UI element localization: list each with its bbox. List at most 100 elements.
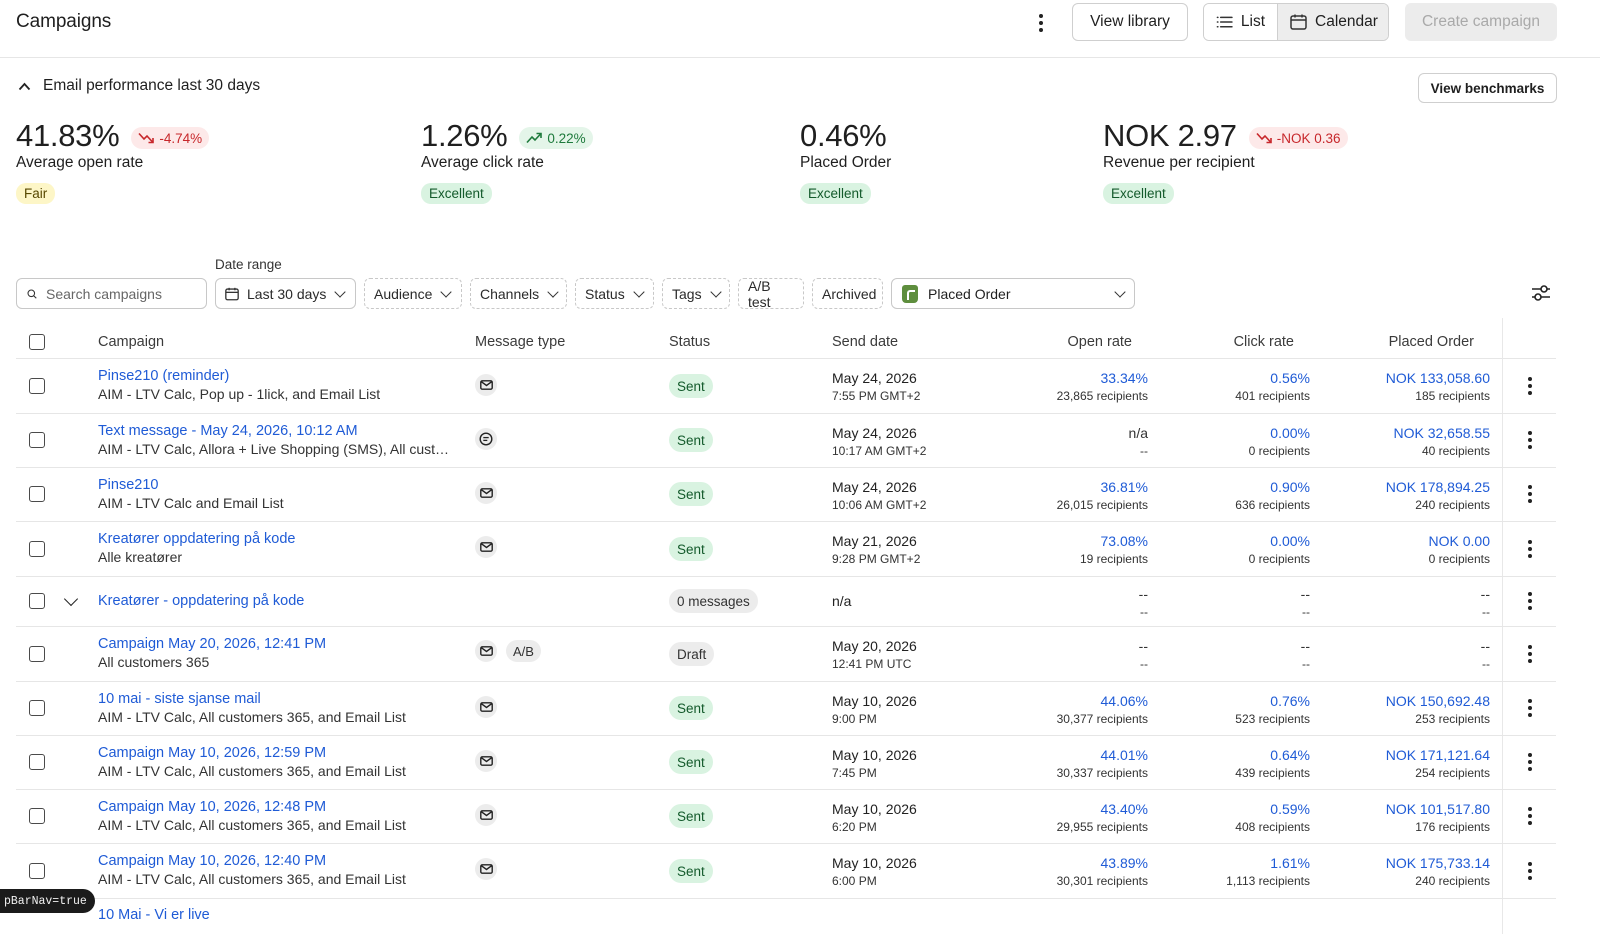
row-checkbox[interactable]: [29, 432, 45, 448]
archived-filter[interactable]: Archived: [812, 278, 883, 309]
column-status[interactable]: Status: [669, 334, 711, 350]
column-message-type[interactable]: Message type: [475, 334, 566, 350]
campaign-name-link[interactable]: Campaign May 10, 2026, 12:40 PM: [98, 853, 327, 869]
calendar-icon: [225, 287, 239, 300]
list-view-button[interactable]: List: [1204, 4, 1278, 40]
table-row[interactable]: Campaign May 10, 2026, 12:40 PM AIM - LT…: [16, 844, 1556, 899]
sliders-icon[interactable]: [1531, 284, 1551, 302]
table-row[interactable]: Campaign May 20, 2026, 12:41 PM All cust…: [16, 627, 1556, 682]
create-campaign-button[interactable]: Create campaign: [1405, 3, 1557, 41]
row-menu-button[interactable]: [1521, 376, 1539, 396]
row-checkbox[interactable]: [29, 700, 45, 716]
row-checkbox[interactable]: [29, 754, 45, 770]
row-menu-button[interactable]: [1521, 861, 1539, 881]
chevron-down-icon[interactable]: [63, 591, 79, 607]
open-rate-value[interactable]: 44.06%: [1100, 693, 1148, 709]
placed-order-value[interactable]: NOK 178,894.25: [1385, 479, 1490, 495]
send-time: 7:45 PM: [832, 766, 877, 780]
campaign-name-link[interactable]: 10 Mai - Vi er live: [98, 907, 210, 923]
placed-order-value[interactable]: NOK 175,733.14: [1385, 855, 1490, 871]
click-rate-value[interactable]: 0.00%: [1270, 425, 1310, 441]
channels-filter[interactable]: Channels: [470, 278, 567, 309]
open-rate-value[interactable]: 33.34%: [1100, 370, 1148, 386]
row-menu-button[interactable]: [1521, 484, 1539, 504]
table-row-partial[interactable]: 10 Mai - Vi er live: [16, 899, 1556, 934]
row-menu-button[interactable]: [1521, 430, 1539, 450]
placed-order-value[interactable]: NOK 32,658.55: [1393, 425, 1490, 441]
click-rate-value[interactable]: 0.76%: [1270, 693, 1310, 709]
column-send-date[interactable]: Send date: [832, 334, 899, 350]
placed-order-value[interactable]: NOK 150,692.48: [1385, 693, 1490, 709]
column-click-rate[interactable]: Click rate: [1233, 334, 1294, 350]
top-bar: Campaigns View library List Calendar Cre…: [0, 0, 1600, 58]
row-checkbox[interactable]: [29, 863, 45, 879]
placed-order-value: --: [1480, 638, 1490, 654]
campaign-name-link[interactable]: Pinse210 (reminder): [98, 368, 230, 384]
audience-filter[interactable]: Audience: [364, 278, 462, 309]
row-menu-button[interactable]: [1521, 806, 1539, 826]
table-row[interactable]: Kreatører oppdatering på kode Alle kreat…: [16, 522, 1556, 577]
campaign-name-link[interactable]: Kreatører - oppdatering på kode: [98, 593, 305, 609]
view-library-button[interactable]: View library: [1072, 3, 1188, 41]
calendar-view-button[interactable]: Calendar: [1278, 4, 1388, 40]
performance-toggle[interactable]: Email performance last 30 days: [18, 77, 260, 95]
click-rate-value[interactable]: 1.61%: [1270, 855, 1310, 871]
trend-up-icon: [526, 132, 543, 144]
view-benchmarks-button[interactable]: View benchmarks: [1418, 73, 1557, 103]
row-checkbox[interactable]: [29, 486, 45, 502]
row-checkbox[interactable]: [29, 646, 45, 662]
table-row[interactable]: Pinse210 (reminder) AIM - LTV Calc, Pop …: [16, 359, 1556, 414]
column-placed-order[interactable]: Placed Order: [1388, 334, 1474, 350]
campaign-name-link[interactable]: Campaign May 20, 2026, 12:41 PM: [98, 636, 327, 652]
open-rate-value[interactable]: 73.08%: [1100, 533, 1148, 549]
table-row[interactable]: 10 mai - siste sjanse mail AIM - LTV Cal…: [16, 682, 1556, 736]
conversion-metric-select[interactable]: Placed Order: [891, 278, 1135, 309]
click-rate-value[interactable]: 0.64%: [1270, 747, 1310, 763]
table-row[interactable]: Text message - May 24, 2026, 10:12 AM AI…: [16, 414, 1556, 468]
open-rate-value[interactable]: 43.89%: [1100, 855, 1148, 871]
row-checkbox[interactable]: [29, 593, 45, 609]
table-row[interactable]: Campaign May 10, 2026, 12:59 PM AIM - LT…: [16, 736, 1556, 790]
row-menu-button[interactable]: [1521, 752, 1539, 772]
open-rate-value[interactable]: 43.40%: [1100, 801, 1148, 817]
table-row[interactable]: Pinse210 AIM - LTV Calc and Email List S…: [16, 468, 1556, 522]
row-menu-button[interactable]: [1521, 698, 1539, 718]
campaign-name-link[interactable]: Pinse210: [98, 477, 159, 493]
click-rate-value[interactable]: 0.90%: [1270, 479, 1310, 495]
placed-order-value[interactable]: NOK 171,121.64: [1385, 747, 1490, 763]
search-input[interactable]: [46, 285, 196, 302]
row-menu-button[interactable]: [1521, 644, 1539, 664]
campaign-name-link[interactable]: 10 mai - siste sjanse mail: [98, 691, 261, 707]
column-open-rate[interactable]: Open rate: [1067, 334, 1133, 350]
campaign-name-link[interactable]: Kreatører oppdatering på kode: [98, 531, 296, 547]
ab-test-filter[interactable]: A/B test: [738, 278, 804, 310]
table-row[interactable]: Campaign May 10, 2026, 12:48 PM AIM - LT…: [16, 790, 1556, 844]
tags-filter[interactable]: Tags: [662, 278, 730, 309]
row-checkbox[interactable]: [29, 541, 45, 557]
row-checkbox[interactable]: [29, 378, 45, 394]
row-menu-button[interactable]: [1521, 591, 1539, 611]
open-rate-value[interactable]: 44.01%: [1100, 747, 1148, 763]
campaign-name-link[interactable]: Text message - May 24, 2026, 10:12 AM: [98, 423, 358, 439]
placed-order-recipients: 240 recipients: [1415, 874, 1490, 888]
more-options-button[interactable]: [1030, 10, 1052, 36]
row-checkbox[interactable]: [29, 808, 45, 824]
open-rate-value[interactable]: 36.81%: [1100, 479, 1148, 495]
ab-test-badge: A/B: [506, 640, 541, 662]
column-campaign[interactable]: Campaign: [98, 334, 165, 350]
click-rate-value[interactable]: 0.56%: [1270, 370, 1310, 386]
status-badge: Sent: [669, 696, 713, 720]
placed-order-value[interactable]: NOK 133,058.60: [1385, 370, 1490, 386]
campaign-name-link[interactable]: Campaign May 10, 2026, 12:48 PM: [98, 799, 327, 815]
table-row-group[interactable]: Kreatører - oppdatering på kode 0 messag…: [16, 577, 1556, 627]
delta-value: -NOK 0.36: [1276, 130, 1341, 146]
campaign-name-link[interactable]: Campaign May 10, 2026, 12:59 PM: [98, 745, 327, 761]
placed-order-value[interactable]: NOK 0.00: [1428, 533, 1490, 549]
select-all-checkbox[interactable]: [29, 334, 45, 350]
click-rate-value[interactable]: 0.00%: [1270, 533, 1310, 549]
status-filter[interactable]: Status: [575, 278, 654, 309]
date-range-dropdown[interactable]: Last 30 days: [215, 278, 356, 309]
click-rate-value[interactable]: 0.59%: [1270, 801, 1310, 817]
placed-order-value[interactable]: NOK 101,517.80: [1385, 801, 1490, 817]
row-menu-button[interactable]: [1521, 539, 1539, 559]
